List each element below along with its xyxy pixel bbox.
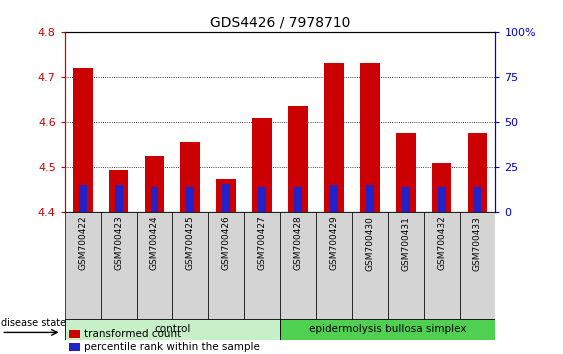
Bar	[437, 187, 445, 212]
Bar	[101, 212, 137, 322]
Bar	[145, 156, 164, 212]
Bar	[324, 63, 344, 212]
Text: percentile rank within the sample: percentile rank within the sample	[84, 342, 260, 352]
Text: disease state: disease state	[1, 318, 66, 328]
Bar	[280, 319, 495, 340]
Text: GSM700433: GSM700433	[473, 216, 482, 270]
Bar	[330, 185, 338, 212]
Text: GSM700431: GSM700431	[401, 216, 410, 270]
Bar	[258, 187, 266, 212]
Text: GSM700427: GSM700427	[258, 216, 267, 270]
Bar	[222, 183, 230, 212]
Bar	[459, 212, 495, 322]
Text: GSM700426: GSM700426	[222, 216, 231, 270]
Bar	[280, 212, 316, 322]
Bar	[109, 170, 128, 212]
Bar	[172, 212, 208, 322]
Bar	[186, 187, 194, 212]
Bar	[388, 212, 424, 322]
Bar	[360, 63, 379, 212]
Bar	[69, 330, 80, 338]
Bar	[115, 185, 123, 212]
Text: GSM700432: GSM700432	[437, 216, 446, 270]
Bar	[288, 106, 308, 212]
Bar	[181, 142, 200, 212]
Bar	[424, 212, 459, 322]
Bar	[137, 212, 172, 322]
Bar	[316, 212, 352, 322]
Bar	[73, 68, 92, 212]
Text: GSM700425: GSM700425	[186, 216, 195, 270]
Bar	[150, 187, 158, 212]
Bar	[432, 163, 452, 212]
Text: GSM700428: GSM700428	[293, 216, 302, 270]
Text: control: control	[154, 324, 191, 334]
Text: GSM700423: GSM700423	[114, 216, 123, 270]
Bar	[65, 212, 101, 322]
Bar	[208, 212, 244, 322]
Text: epidermolysis bullosa simplex: epidermolysis bullosa simplex	[309, 324, 467, 334]
Title: GDS4426 / 7978710: GDS4426 / 7978710	[210, 15, 350, 29]
Bar	[473, 187, 481, 212]
Bar	[366, 185, 374, 212]
Text: transformed count: transformed count	[84, 329, 181, 339]
Text: GSM700424: GSM700424	[150, 216, 159, 270]
Bar	[69, 343, 80, 351]
Bar	[65, 319, 280, 340]
Text: GSM700429: GSM700429	[329, 216, 338, 270]
Bar	[402, 187, 410, 212]
Bar	[468, 133, 488, 212]
Bar	[244, 212, 280, 322]
Bar	[252, 118, 272, 212]
Bar	[396, 133, 415, 212]
Bar	[352, 212, 388, 322]
Bar	[294, 187, 302, 212]
Text: GSM700430: GSM700430	[365, 216, 374, 270]
Bar	[79, 185, 87, 212]
Text: GSM700422: GSM700422	[78, 216, 87, 270]
Bar	[216, 178, 236, 212]
